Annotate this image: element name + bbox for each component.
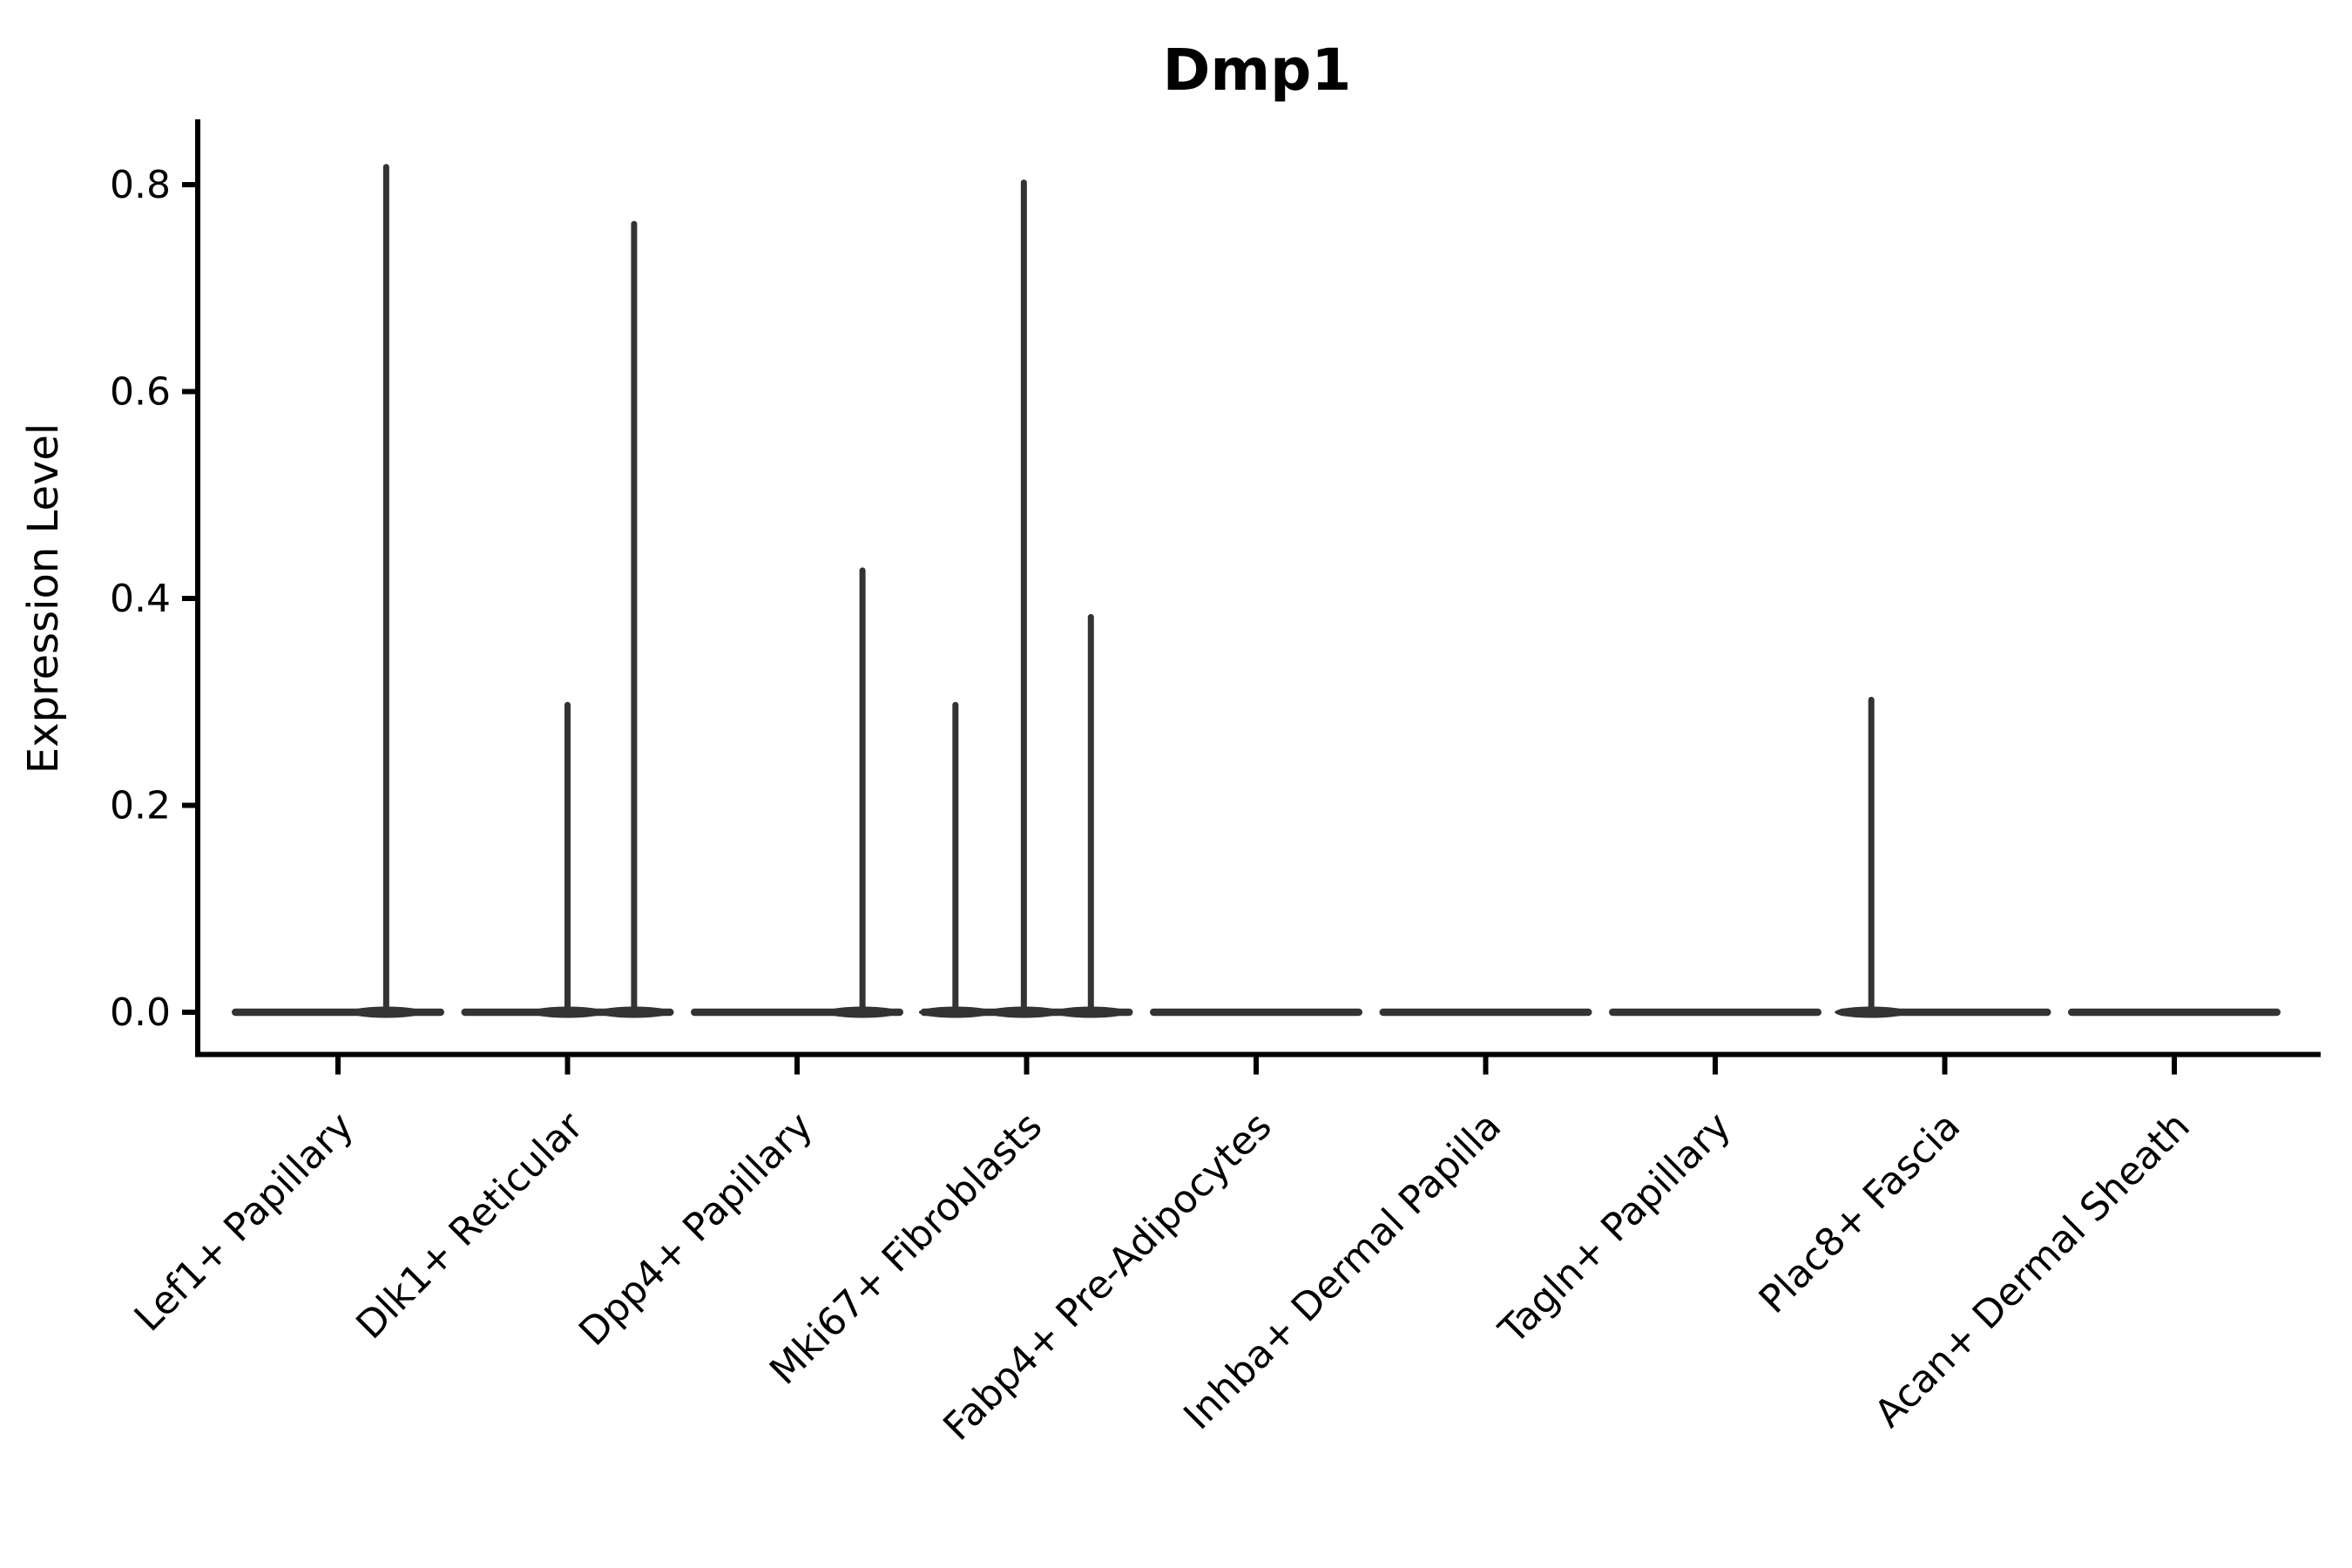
violin-spike: [564, 701, 571, 1015]
violins-layer: [232, 164, 2281, 1018]
violin-dlk1-reticular: [461, 220, 674, 1018]
y-tick-label: 0.0: [110, 990, 171, 1035]
y-tick-label: 0.8: [110, 163, 171, 207]
axes-spines: [195, 119, 2321, 1058]
violin-fabp4-pre-adipocytes: [1150, 1008, 1362, 1017]
x-tick-label-lef1-papillary: Lef1+ Papillary: [126, 1104, 362, 1340]
y-tick-label: 0.6: [110, 370, 171, 415]
violin-acan-dermal-sheath: [2068, 1008, 2281, 1017]
violin-spike: [952, 701, 959, 1015]
violin-lef1-papillary: [232, 164, 444, 1018]
y-axis-ticks: 0.0 0.2 0.4 0.6 0.8: [110, 163, 198, 1035]
violin-dpp4-papillary: [691, 567, 903, 1018]
violin-tagln-papillary: [1609, 1008, 1821, 1017]
violin-base: [2068, 1008, 2281, 1017]
violin-inhba-dermal-papilla: [1379, 1008, 1592, 1017]
violin-base: [1379, 1008, 1592, 1017]
violin-spike: [382, 164, 389, 1015]
violin-spike: [859, 567, 866, 1015]
violin-base: [1150, 1008, 1362, 1017]
violin-spike: [1087, 613, 1094, 1015]
violin-base: [1609, 1008, 1821, 1017]
chart-title: Dmp1: [1163, 37, 1352, 104]
violin-spike: [1868, 696, 1875, 1015]
y-tick-label: 0.2: [110, 784, 171, 828]
violin-spike: [1020, 179, 1027, 1015]
violin-plac8-fascia: [1835, 696, 2051, 1018]
x-tick-label-plac8-fascia: Plac8+ Fascia: [1751, 1104, 1970, 1322]
violin-spike: [631, 220, 638, 1015]
x-tick-label-tagln-papillary: Tagln+ Papillary: [1490, 1104, 1740, 1353]
y-axis-label: Expression Level: [19, 423, 68, 774]
x-tick-label-dlk1-reticular: Dlk1+ Reticular: [348, 1104, 592, 1348]
y-tick-label: 0.4: [110, 577, 171, 621]
violin-mki67-fibroblasts: [918, 179, 1133, 1018]
x-tick-label-dpp4-papillary: Dpp4+ Papillary: [571, 1104, 821, 1355]
